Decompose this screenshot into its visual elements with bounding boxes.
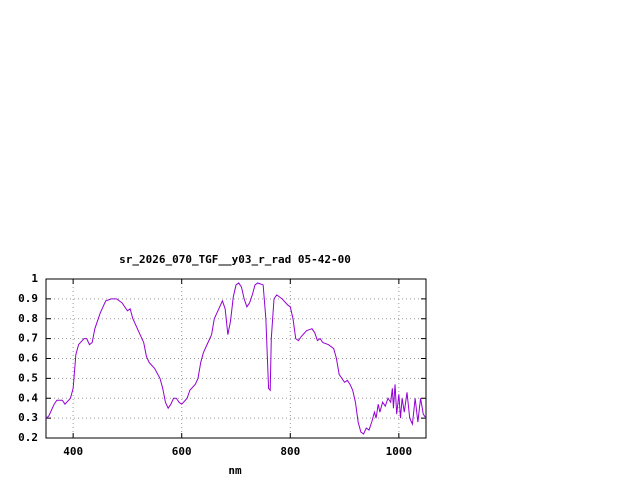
x-tick-label: 400: [63, 445, 83, 458]
y-tick-label: 0.4: [18, 391, 38, 404]
y-tick-label: 0.5: [18, 371, 38, 384]
y-tick-label: 0.8: [18, 312, 38, 325]
y-tick-label: 0.2: [18, 431, 38, 444]
data-line: [45, 282, 427, 435]
y-tick-label: 0.9: [18, 292, 38, 305]
plot-frame: [45, 278, 427, 439]
y-tick-label: 0.7: [18, 332, 38, 345]
x-axis-label: nm: [228, 464, 242, 477]
y-tick-label: 0.6: [18, 352, 38, 365]
y-tick-label: 1: [31, 272, 38, 285]
y-tick-label: 0.3: [18, 411, 38, 424]
x-tick-label: 800: [280, 445, 300, 458]
x-tick-label: 600: [172, 445, 192, 458]
x-tick-label: 1000: [386, 445, 413, 458]
chart-title: sr_2026_070_TGF__y03_r_rad 05-42-00: [119, 253, 351, 266]
